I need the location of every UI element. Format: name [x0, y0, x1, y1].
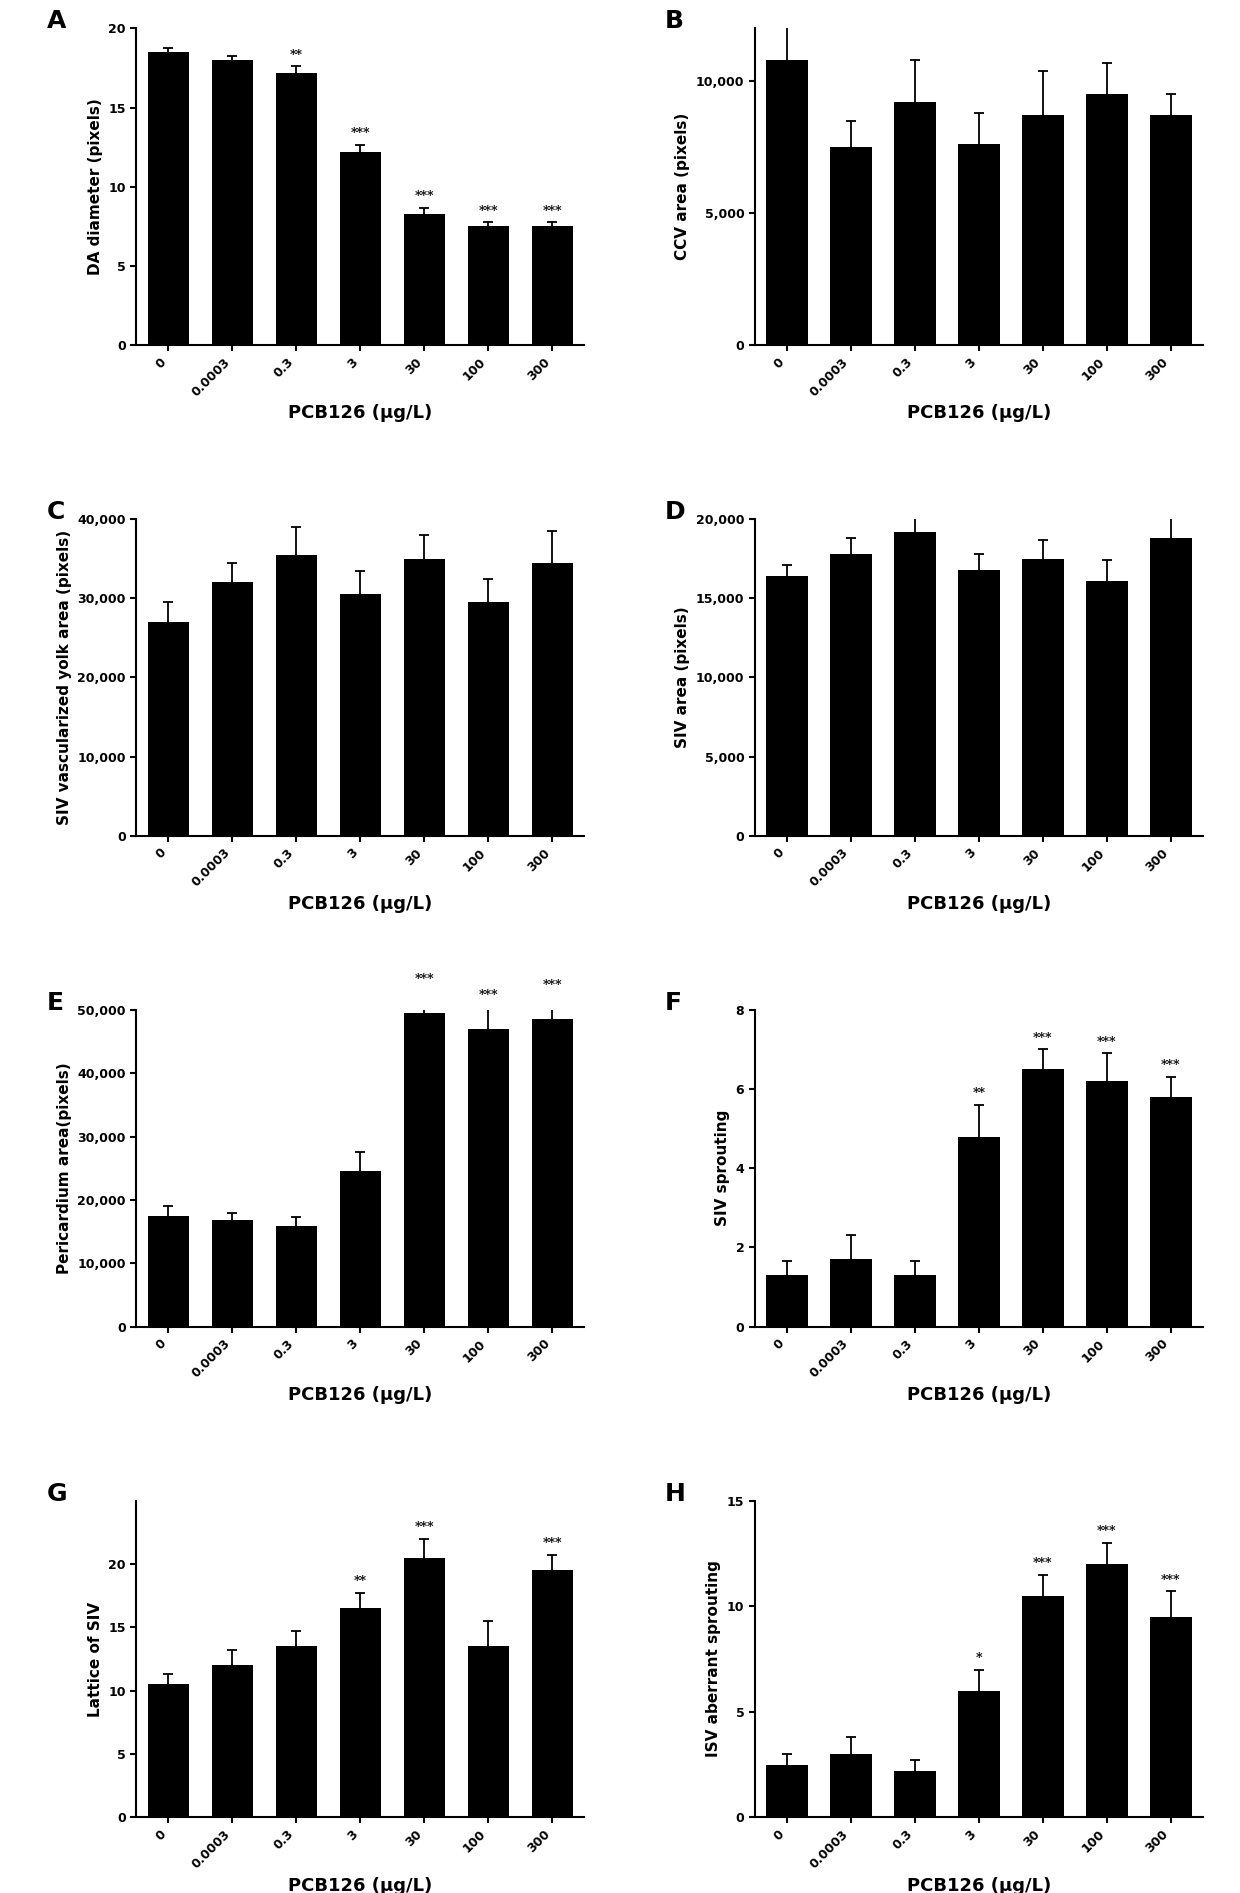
Bar: [894, 1770, 935, 1817]
Text: ***: ***: [351, 127, 371, 140]
Bar: [1149, 1617, 1192, 1817]
Bar: [1149, 115, 1192, 345]
Bar: [1086, 1564, 1127, 1817]
X-axis label: PCB126 (μg/L): PCB126 (μg/L): [289, 1876, 433, 1893]
Bar: [467, 602, 510, 837]
Bar: [275, 1227, 317, 1327]
Bar: [148, 623, 190, 837]
Text: **: **: [353, 1575, 367, 1588]
Bar: [404, 1558, 445, 1817]
Text: ***: ***: [1033, 1032, 1053, 1045]
Bar: [959, 1690, 999, 1817]
Bar: [959, 144, 999, 345]
Text: C: C: [47, 500, 66, 524]
Y-axis label: DA diameter (pixels): DA diameter (pixels): [88, 98, 103, 274]
Text: H: H: [665, 1482, 686, 1505]
Bar: [830, 555, 872, 837]
Text: E: E: [47, 990, 63, 1015]
Text: ***: ***: [479, 988, 498, 1001]
Bar: [830, 148, 872, 345]
Bar: [212, 1666, 253, 1817]
Bar: [1086, 1081, 1127, 1327]
Text: B: B: [665, 9, 684, 34]
Bar: [467, 1030, 510, 1327]
Bar: [1086, 95, 1127, 345]
Text: ***: ***: [1097, 1526, 1116, 1539]
Bar: [404, 558, 445, 837]
Text: ***: ***: [1097, 1035, 1116, 1049]
Text: ***: ***: [1033, 1556, 1053, 1569]
Bar: [894, 1276, 935, 1327]
Bar: [894, 532, 935, 837]
Bar: [1149, 1096, 1192, 1327]
Bar: [467, 1647, 510, 1817]
Bar: [404, 214, 445, 345]
Bar: [959, 1136, 999, 1327]
Text: ***: ***: [1161, 1060, 1180, 1073]
Y-axis label: SIV area (pixels): SIV area (pixels): [676, 606, 691, 748]
Text: ***: ***: [414, 1520, 434, 1533]
Bar: [532, 562, 573, 837]
Text: ***: ***: [543, 979, 562, 992]
Text: **: **: [290, 49, 303, 62]
Bar: [766, 1276, 807, 1327]
Bar: [275, 555, 317, 837]
Bar: [830, 1259, 872, 1327]
Bar: [275, 72, 317, 345]
Bar: [1086, 581, 1127, 837]
Text: ***: ***: [543, 204, 562, 218]
Bar: [404, 1013, 445, 1327]
X-axis label: PCB126 (μg/L): PCB126 (μg/L): [289, 405, 433, 422]
Text: D: D: [665, 500, 686, 524]
Bar: [766, 61, 807, 345]
Text: F: F: [665, 990, 682, 1015]
Bar: [212, 1221, 253, 1327]
Bar: [148, 1215, 190, 1327]
Y-axis label: ISV aberrant sprouting: ISV aberrant sprouting: [707, 1560, 722, 1757]
Bar: [1149, 538, 1192, 837]
Bar: [148, 1685, 190, 1817]
X-axis label: PCB126 (μg/L): PCB126 (μg/L): [906, 1876, 1050, 1893]
Bar: [340, 1172, 381, 1327]
X-axis label: PCB126 (μg/L): PCB126 (μg/L): [906, 405, 1050, 422]
Y-axis label: SIV sprouting: SIV sprouting: [715, 1109, 730, 1227]
Y-axis label: CCV area (pixels): CCV area (pixels): [676, 114, 691, 261]
Bar: [340, 1609, 381, 1817]
Bar: [212, 61, 253, 345]
Bar: [1022, 115, 1064, 345]
Bar: [1022, 558, 1064, 837]
Bar: [1022, 1070, 1064, 1327]
Y-axis label: Pericardium area(pixels): Pericardium area(pixels): [57, 1062, 72, 1274]
Text: ***: ***: [1161, 1573, 1180, 1586]
Text: ***: ***: [479, 204, 498, 218]
Text: ***: ***: [543, 1537, 562, 1550]
X-axis label: PCB126 (μg/L): PCB126 (μg/L): [289, 895, 433, 912]
Text: A: A: [47, 9, 66, 34]
Text: ***: ***: [414, 973, 434, 986]
Bar: [959, 570, 999, 837]
X-axis label: PCB126 (μg/L): PCB126 (μg/L): [289, 1386, 433, 1405]
Bar: [830, 1755, 872, 1817]
X-axis label: PCB126 (μg/L): PCB126 (μg/L): [906, 1386, 1050, 1405]
Bar: [894, 102, 935, 345]
Bar: [340, 594, 381, 837]
Bar: [340, 151, 381, 345]
Bar: [275, 1647, 317, 1817]
Bar: [1022, 1596, 1064, 1817]
Y-axis label: Lattice of SIV: Lattice of SIV: [88, 1601, 103, 1717]
Bar: [148, 53, 190, 345]
Bar: [467, 227, 510, 345]
Text: ***: ***: [414, 191, 434, 203]
Bar: [212, 583, 253, 837]
Y-axis label: SIV vascularized yolk area (pixels): SIV vascularized yolk area (pixels): [57, 530, 72, 825]
Bar: [766, 575, 807, 837]
Text: *: *: [976, 1653, 982, 1664]
Bar: [532, 227, 573, 345]
Bar: [532, 1020, 573, 1327]
Bar: [766, 1764, 807, 1817]
X-axis label: PCB126 (μg/L): PCB126 (μg/L): [906, 895, 1050, 912]
Text: G: G: [47, 1482, 67, 1505]
Text: **: **: [972, 1087, 986, 1100]
Bar: [532, 1571, 573, 1817]
